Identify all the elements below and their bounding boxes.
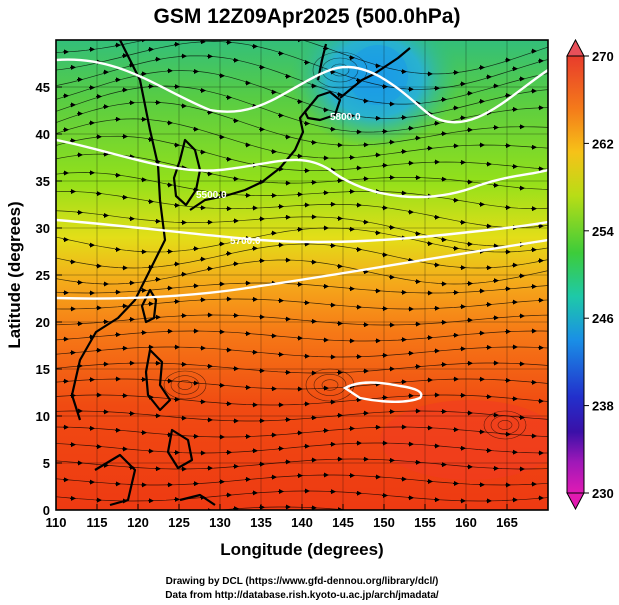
y-tick-label: 5 <box>43 456 50 471</box>
credit-drawing: Drawing by DCL (https://www.gfd-dennou.o… <box>166 576 439 587</box>
vortex-streamline <box>497 420 513 430</box>
japan-coastline <box>189 107 309 211</box>
taiwan-coastline <box>140 288 158 324</box>
colorbar-min-arrow <box>566 492 585 511</box>
vortex-streamline <box>177 380 193 390</box>
new-guinea-coastline <box>179 493 216 506</box>
x-tick-label: 110 <box>46 515 67 530</box>
korea-coastline <box>172 138 202 207</box>
vortex-streamline <box>170 375 200 395</box>
contour-label: 5800.0 <box>330 112 361 123</box>
warm-region <box>380 400 548 480</box>
colorbar-tick-label: 238 <box>592 399 614 414</box>
chart-title: GSM 12Z09Apr2025 (500.0hPa) <box>154 5 461 28</box>
x-axis-ticks: 110 115 120 125 130 135 140 145 150 155 160 165 <box>46 504 518 530</box>
coastlines <box>70 40 411 507</box>
colorbar-max-arrow <box>566 38 585 57</box>
borneo-coastline <box>94 453 137 507</box>
hokkaido-coastline <box>303 90 342 122</box>
height-contour <box>56 58 548 124</box>
y-tick-label: 20 <box>36 315 50 330</box>
colorbar-tick-label: 230 <box>592 486 614 501</box>
colorbar: 270 262 254 246 238 230 <box>566 38 614 511</box>
gridlines <box>56 40 548 510</box>
height-contour <box>56 238 548 300</box>
y-axis-label: Latitude (degrees) <box>5 201 24 348</box>
x-tick-label: 130 <box>209 515 231 530</box>
luzon-coastline <box>144 348 172 412</box>
x-tick-label: 140 <box>291 515 313 530</box>
y-axis-ticks: 0 5 10 15 20 25 30 35 40 45 <box>36 80 62 518</box>
x-tick-label: 120 <box>127 515 149 530</box>
y-tick-label: 15 <box>36 362 50 377</box>
y-tick-label: 30 <box>36 221 50 236</box>
colorbar-gradient <box>566 55 585 494</box>
height-contours: 5500.0 5700.0 5800.0 <box>56 58 548 403</box>
china-coastline <box>70 40 167 421</box>
colorbar-tick-label: 254 <box>592 224 614 239</box>
height-contour <box>56 218 548 244</box>
height-contour <box>56 138 548 199</box>
y-tick-label: 25 <box>36 268 50 283</box>
y-tick-label: 40 <box>36 127 50 142</box>
x-tick-label: 165 <box>496 515 518 530</box>
vortex-streamline <box>163 370 207 400</box>
x-tick-label: 125 <box>168 515 190 530</box>
credit-data: Data from http://database.rish.kyoto-u.a… <box>165 590 439 601</box>
x-tick-label: 145 <box>332 515 354 530</box>
streamline <box>56 40 548 75</box>
y-tick-label: 45 <box>36 80 50 95</box>
colorbar-tick-label: 270 <box>592 49 614 64</box>
y-tick-label: 35 <box>36 174 50 189</box>
contour-label: 5700.0 <box>230 236 261 247</box>
vortex-streamline <box>321 379 339 391</box>
vortex-streamline <box>483 410 527 440</box>
x-tick-label: 135 <box>250 515 272 530</box>
vortex-streamline <box>490 415 520 435</box>
y-tick-label: 0 <box>43 503 50 518</box>
colorbar-tick-label: 246 <box>592 311 614 326</box>
vortex-streamline <box>321 57 359 83</box>
mindanao-coastline <box>166 428 194 470</box>
x-tick-label: 155 <box>414 515 436 530</box>
x-tick-label: 115 <box>87 515 108 530</box>
x-axis-label: Longitude (degrees) <box>220 540 383 559</box>
x-tick-label: 160 <box>455 515 477 530</box>
vortex-streamline <box>313 374 347 396</box>
y-tick-label: 10 <box>36 409 50 424</box>
contour-label: 5500.0 <box>196 190 227 201</box>
closed-contour <box>342 381 423 403</box>
colorbar-tick-label: 262 <box>592 136 614 151</box>
x-tick-label: 150 <box>373 515 395 530</box>
